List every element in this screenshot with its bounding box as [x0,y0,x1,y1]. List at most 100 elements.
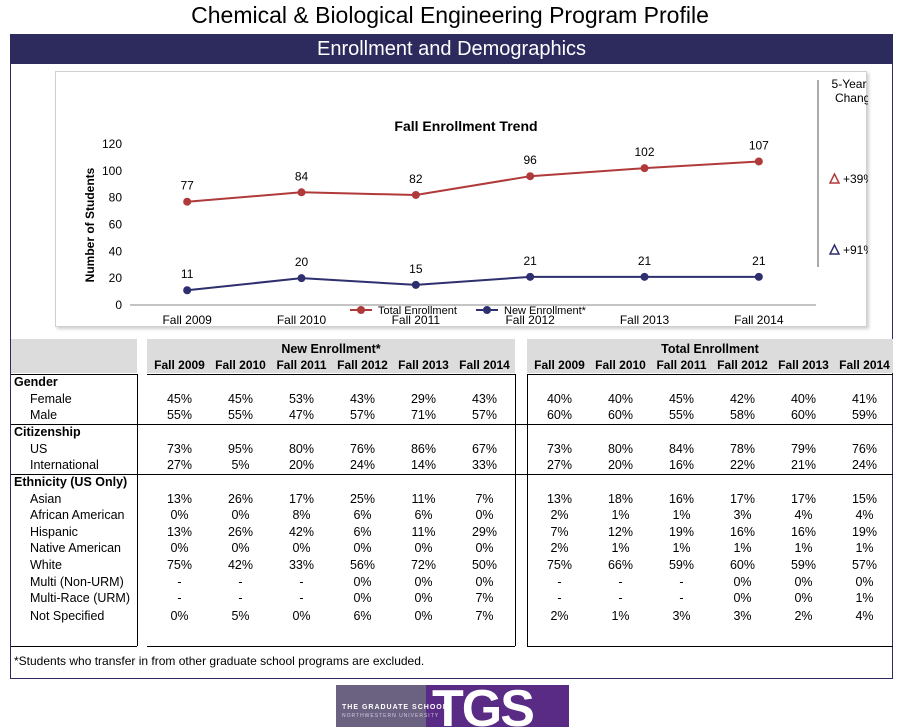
new-cell: 11% [411,492,436,506]
y-axis-label: Number of Students [83,167,97,282]
total-cell: 45% [668,392,695,406]
total-cell: 60% [790,408,817,422]
change-header-line2: Change [835,91,868,105]
total-cell: 66% [607,558,634,572]
new-cell: 0% [475,575,494,589]
change-value: +39% [843,172,868,186]
total-cell: 19% [668,525,695,539]
new-cell: 0% [170,508,189,522]
section-banner: Enrollment and Demographics [11,35,892,64]
total-cell: 41% [851,392,878,406]
year-header-total: Fall 2009 [534,358,585,372]
y-tick-label: 80 [109,191,123,205]
data-label: 20 [295,255,309,269]
new-cell: 20% [288,458,315,472]
total-enrollment-header: Total Enrollment [527,339,893,373]
total-cell: 60% [607,408,634,422]
table-row: International 27% 5% 20% 24% 14% 33% 27% 20% 16% 2… [11,458,892,474]
new-cell: 6% [353,508,372,522]
new-cell: 0% [353,575,372,589]
new-cell: 5% [231,609,250,623]
new-cell: 24% [349,458,376,472]
year-header-total: Fall 2011 [656,358,707,372]
data-point [526,172,535,181]
total-cell: 59% [668,558,695,572]
new-cell: 26% [227,525,254,539]
total-cell: - [618,575,623,589]
y-tick-label: 40 [109,244,123,258]
row-label: Not Specified [30,609,105,623]
total-cell: 12% [607,525,634,539]
total-cell: - [557,591,562,605]
change-header-line1: 5-Year % [832,77,868,91]
new-cell: 67% [471,442,498,456]
data-label: 102 [634,145,654,159]
year-header-new: Fall 2009 [154,358,205,372]
total-cell: 0% [794,575,813,589]
chart-svg: Fall Enrollment Trend Number of Students 0… [83,77,881,327]
new-enrollment-header: New Enrollment* [147,339,515,373]
new-cell: 13% [166,492,193,506]
total-cell: 4% [855,508,874,522]
logo-line1: THE GRADUATE SCHOOL [342,704,448,711]
total-cell: 0% [733,591,752,605]
total-cell: 4% [794,508,813,522]
new-cell: 75% [166,558,193,572]
total-cell: 13% [546,492,573,506]
new-cell: - [238,575,243,589]
total-cell: 22% [729,458,756,472]
rule [11,646,137,647]
y-tick-label: 20 [109,271,123,285]
new-cell: 0% [231,508,250,522]
total-cell: 17% [729,492,756,506]
legend-label: New Enrollment* [504,305,587,317]
total-cell: - [679,575,684,589]
new-cell: 0% [170,609,189,623]
data-point [526,272,535,281]
total-cell: 75% [546,558,573,572]
data-point [754,272,763,281]
new-cell: 55% [227,408,254,422]
total-cell: 2% [550,609,569,623]
new-cell: 8% [292,508,311,522]
rule [527,374,893,375]
row-label: Citizenship [14,425,81,439]
data-point [411,190,420,199]
new-cell: 6% [353,525,372,539]
row-label: US [30,442,48,456]
table-row: Multi (Non-URM) - - - 0% 0% 0% - - - 0% 0% 0% [11,575,892,591]
table-row: Female 45% 45% 53% 43% 29% 43% 40% 40% 45% 42% 40% 4… [11,392,892,408]
row-label: Multi-Race (URM) [30,591,130,605]
rule [11,374,137,375]
row-label: Male [30,408,58,422]
data-label: 96 [523,153,537,167]
new-cell: 11% [411,525,436,539]
year-header-new: Fall 2013 [398,358,449,372]
y-tick-label: 60 [109,218,123,232]
data-label: 11 [181,267,194,281]
new-cell: 0% [170,541,189,555]
new-cell: 0% [414,609,433,623]
section-row: Citizenship [11,425,892,441]
new-cell: 80% [288,442,315,456]
total-cell: 1% [794,541,813,555]
new-cell: 7% [475,609,494,623]
data-point [754,157,763,166]
rule [515,374,516,646]
row-label: International [30,458,99,472]
total-cell: - [557,575,562,589]
legend-marker [483,306,491,314]
total-enrollment-title: Total Enrollment [661,342,759,356]
change-triangle-icon [828,243,841,255]
new-cell: 6% [353,609,372,623]
total-cell: 2% [550,508,569,522]
new-cell: 0% [475,508,494,522]
rule [527,374,528,646]
row-label: White [30,558,62,572]
x-tick-label: Fall 2009 [162,313,212,327]
table-row: US 73% 95% 80% 76% 86% 67% 73% 80% 84% 78% 79% 76% [11,442,892,458]
total-cell: 3% [672,609,691,623]
total-cell: 16% [729,525,756,539]
year-header-new: Fall 2011 [276,358,327,372]
new-cell: 0% [231,541,250,555]
